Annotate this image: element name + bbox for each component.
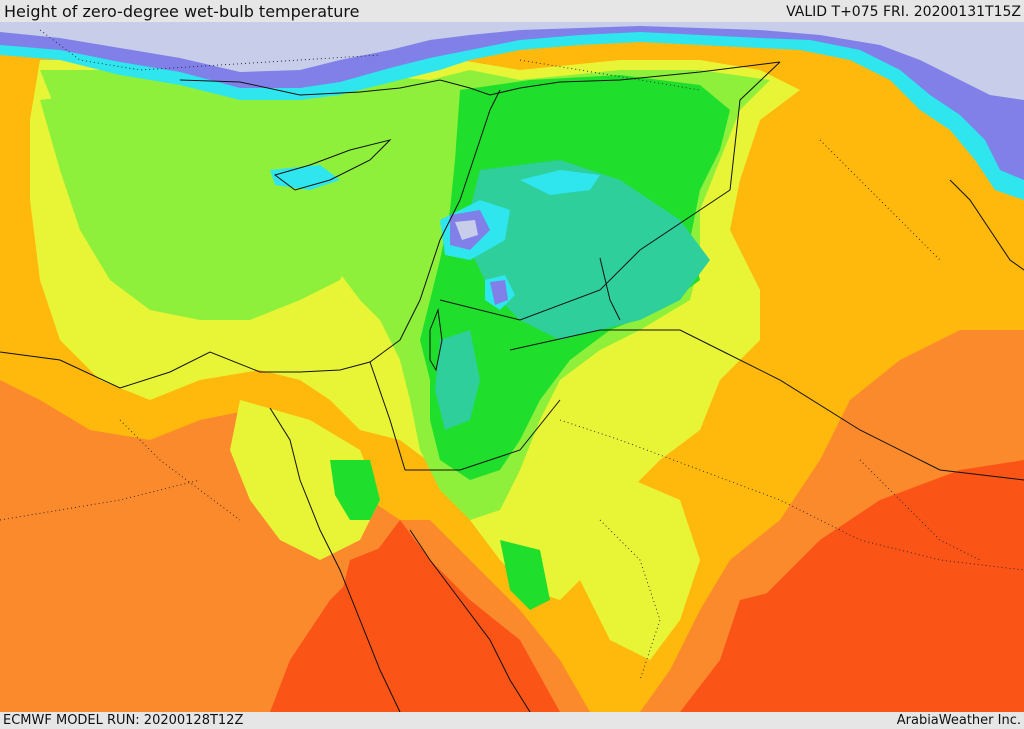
border-sinai-saudi	[405, 399, 561, 471]
border-jordan	[439, 61, 781, 321]
coastline-dead-sea	[429, 308, 443, 372]
valid-time: VALID T+075 FRI. 20200131T15Z	[786, 4, 1021, 20]
coastline-cyprus	[273, 139, 392, 191]
border-iraq-saudi	[599, 257, 621, 321]
coastline-red-sea-east	[409, 529, 531, 712]
coastline-red-sea-west	[269, 407, 401, 712]
border-egypt-east	[369, 361, 406, 471]
border-saudi-north	[509, 329, 1024, 481]
map-title: Height of zero-degree wet-bulb temperatu…	[4, 2, 360, 21]
band-lowest	[0, 22, 1024, 100]
model-run-label: ECMWF MODEL RUN: 20200128T12Z	[3, 713, 244, 728]
credit-label: ArabiaWeather Inc.	[896, 713, 1021, 728]
header-bar: Height of zero-degree wet-bulb temperatu…	[0, 0, 1024, 22]
map-lines	[0, 61, 1024, 712]
coastline-turkey	[179, 61, 781, 96]
weather-map	[0, 22, 1024, 712]
coastline-gulf	[949, 179, 1024, 271]
coastline-north-africa	[0, 89, 501, 389]
footer-bar: ECMWF MODEL RUN: 20200128T12Z ArabiaWeat…	[0, 712, 1024, 729]
band-low-mid	[470, 160, 710, 340]
